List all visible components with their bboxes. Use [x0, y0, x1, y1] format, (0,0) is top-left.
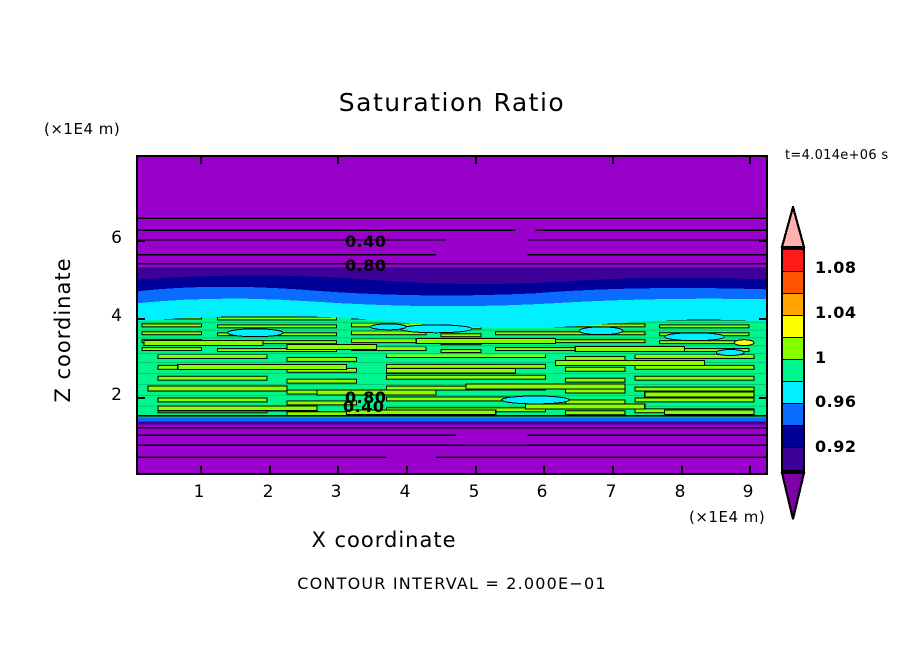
y-tick-label: 6: [111, 228, 122, 248]
x-tick-label: 7: [605, 482, 617, 502]
colorbar-tick-label: 1.04: [815, 303, 857, 322]
x-tick: [543, 466, 545, 473]
x-tick: [475, 466, 477, 473]
x-tick: [200, 157, 202, 164]
y-tick-label: 4: [111, 306, 122, 326]
x-tick-label: 6: [536, 482, 548, 502]
x-tick-label: 3: [330, 482, 342, 502]
x-tick: [612, 157, 614, 164]
x-tick: [200, 466, 202, 473]
colorbar-band-3: [783, 294, 803, 316]
y-tick: [759, 240, 766, 242]
contour-label: 0.40: [343, 397, 385, 416]
y-tick: [138, 318, 145, 320]
colorbar-band-9: [783, 426, 803, 448]
x-tick-label: 2: [262, 482, 274, 502]
y-tick: [138, 240, 145, 242]
x-tick-label: 8: [674, 482, 686, 502]
x-tick: [612, 466, 614, 473]
colorbar-band-5: [783, 338, 803, 360]
contour-plot-area: [136, 155, 768, 475]
colorbar-tick-label: 0.96: [815, 392, 857, 411]
page-title: Saturation Ratio: [338, 88, 566, 117]
colorbar-tick-label: 1: [815, 348, 827, 367]
x-tick: [337, 466, 339, 473]
y-axis-title: Z coordinate: [51, 257, 75, 403]
x-tick-label: 1: [193, 482, 205, 502]
contour-label: 0.80: [345, 388, 387, 407]
x-tick: [337, 157, 339, 164]
colorbar-band-2: [783, 272, 803, 294]
colorbar-band-6: [783, 360, 803, 382]
x-tick: [269, 466, 271, 473]
x-tick-label: 9: [742, 482, 754, 502]
x-axis-title: X coordinate: [311, 528, 457, 552]
y-axis-unit-label: (×1E4 m): [44, 120, 121, 138]
y-tick-label: 2: [111, 385, 122, 405]
x-tick: [749, 157, 751, 164]
contour-interval-caption: CONTOUR INTERVAL = 2.000E−01: [297, 574, 607, 593]
colorbar-top-arrow: [779, 202, 807, 249]
colorbar-tick-label: 1.08: [815, 258, 857, 277]
colorbar-tick-label: 0.92: [815, 437, 857, 456]
colorbar-band-7: [783, 382, 803, 404]
x-axis-unit-label: (×1E4 m): [689, 508, 766, 526]
colorbar: [781, 248, 805, 472]
x-tick: [406, 466, 408, 473]
contour-label: 0.40: [345, 232, 387, 251]
x-tick-label: 5: [468, 482, 480, 502]
colorbar-band-1: [783, 250, 803, 272]
colorbar-band-8: [783, 404, 803, 426]
time-annotation: t=4.014e+06 s: [785, 148, 889, 163]
saturation-contour-field: [138, 157, 766, 473]
colorbar-bottom-arrow: [779, 471, 807, 520]
x-tick: [749, 466, 751, 473]
y-tick: [759, 397, 766, 399]
contour-label: 0.80: [345, 256, 387, 275]
x-tick: [681, 466, 683, 473]
y-tick: [759, 318, 766, 320]
colorbar-band-4: [783, 316, 803, 338]
y-tick: [138, 397, 145, 399]
x-tick: [475, 157, 477, 164]
colorbar-band-10: [783, 448, 803, 470]
x-tick-label: 4: [399, 482, 411, 502]
